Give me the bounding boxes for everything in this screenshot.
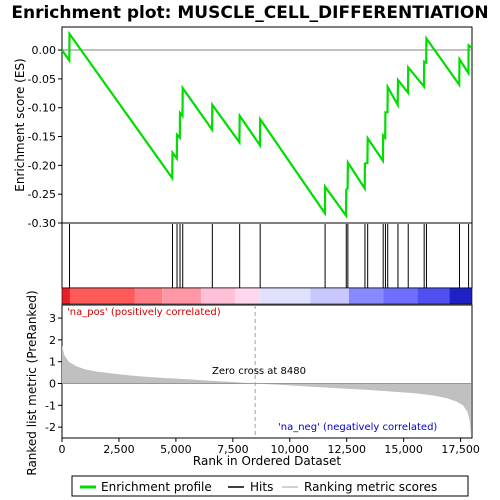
color-bar-segment xyxy=(310,288,349,304)
color-bar-segment xyxy=(162,288,201,304)
es-panel-frame xyxy=(61,26,473,224)
x-tick-label: 2,500 xyxy=(103,443,135,456)
es-ytick-label: -0.20 xyxy=(28,159,56,172)
es-ytick-label: -0.05 xyxy=(28,73,56,86)
color-bar-segment xyxy=(260,288,311,304)
pos-label: 'na_pos' (positively correlated) xyxy=(67,307,221,318)
metric-ylabel: Ranked list metric (PreRanked) xyxy=(25,290,39,475)
color-bar-segment xyxy=(200,288,236,304)
legend-label-enrichment: Enrichment profile xyxy=(101,480,212,494)
legend-box xyxy=(71,475,469,497)
x-tick-label: 12,500 xyxy=(327,443,366,456)
metric-ytick-label: 1 xyxy=(49,356,56,369)
color-bar-segment xyxy=(417,288,450,304)
es-ytick-label: -0.10 xyxy=(28,102,56,115)
color-bar-segment xyxy=(449,288,472,304)
x-axis-label: Rank in Ordered Dataset xyxy=(193,454,341,468)
color-bar-segment xyxy=(62,288,70,304)
x-tick-label: 10,000 xyxy=(271,443,310,456)
x-tick-label: 5,000 xyxy=(160,443,192,456)
ranking-metric-area xyxy=(62,345,471,436)
es-ytick-label: -0.15 xyxy=(28,131,56,144)
color-bar-segment xyxy=(349,288,384,304)
hits-panel-frame xyxy=(61,222,473,289)
enrichment-profile-line xyxy=(61,30,473,219)
x-tick-label: 0 xyxy=(59,443,66,456)
metric-ytick-label: -2 xyxy=(45,421,56,434)
legend-label-hits: Hits xyxy=(250,480,273,494)
es-ytick-label: 0.00 xyxy=(32,44,57,57)
color-bar-segment xyxy=(134,288,163,304)
x-tick-label: 7,500 xyxy=(217,443,249,456)
color-bar-frame xyxy=(61,287,473,305)
metric-ytick-label: 3 xyxy=(49,312,56,325)
chart-title: Enrichment plot: MUSCLE_CELL_DIFFERENTIA… xyxy=(11,3,488,23)
es-ylabel: Enrichment score (ES) xyxy=(13,58,27,191)
neg-label: 'na_neg' (negatively correlated) xyxy=(278,422,437,433)
es-ytick-label: -0.30 xyxy=(28,217,56,230)
zero-cross-label: Zero cross at 8480 xyxy=(212,366,306,377)
x-tick-label: 15,000 xyxy=(384,443,423,456)
color-bar-segment xyxy=(383,288,418,304)
metric-ytick-label: 0 xyxy=(49,377,56,390)
metric-ytick-label: 2 xyxy=(49,334,56,347)
es-ytick-label: -0.25 xyxy=(28,188,56,201)
legend-label-ranking: Ranking metric scores xyxy=(304,480,437,494)
x-tick-label: 17,500 xyxy=(441,443,480,456)
color-bar-segment xyxy=(69,288,135,304)
metric-ytick-label: -1 xyxy=(45,399,56,412)
color-bar-segment xyxy=(235,288,261,304)
metric-panel-frame xyxy=(61,304,473,439)
